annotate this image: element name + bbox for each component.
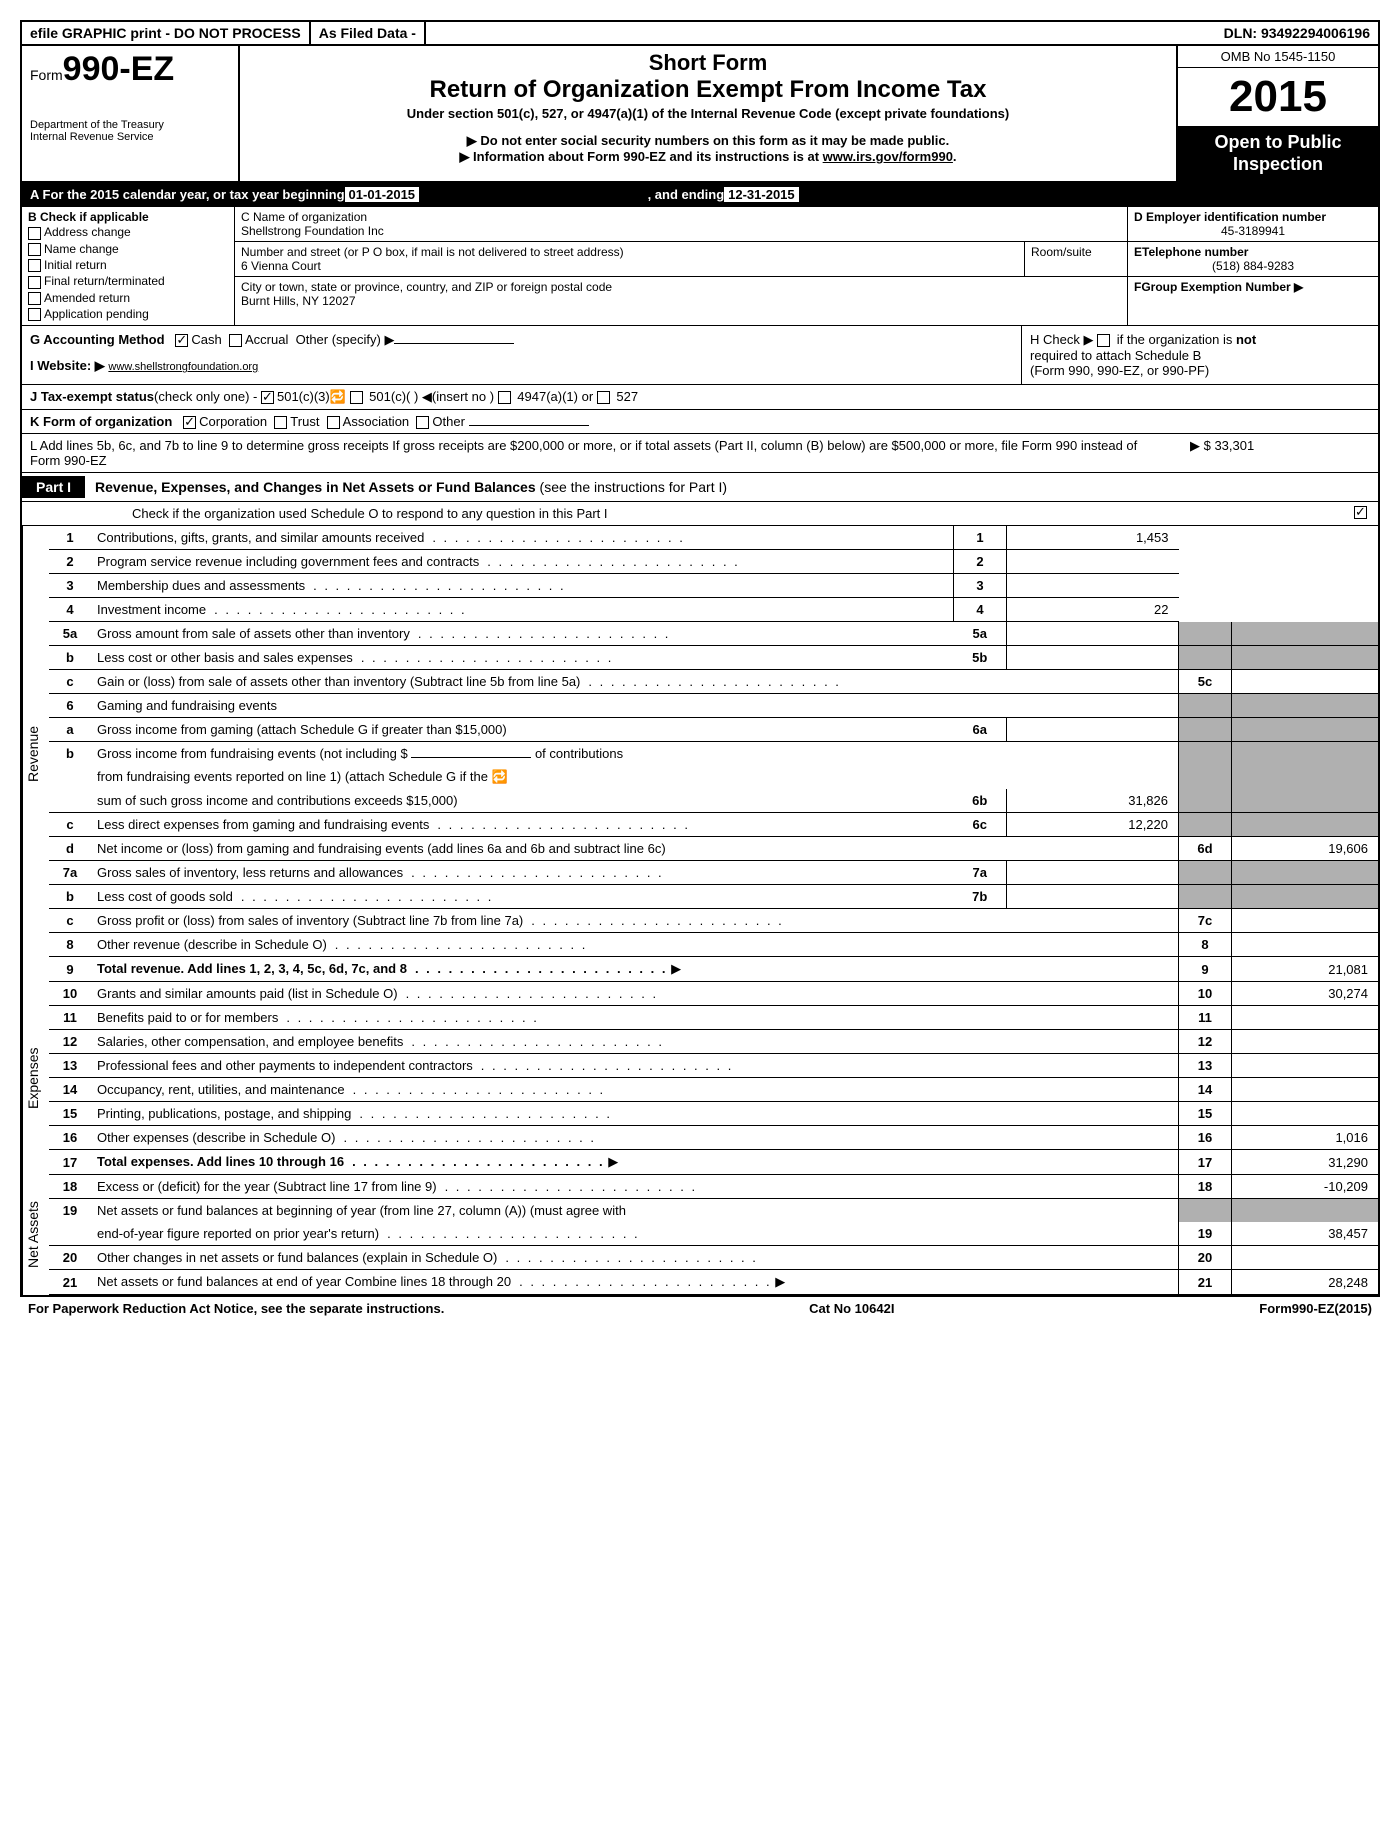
cb-initial-return[interactable] — [28, 259, 41, 272]
open-to-public: Open to Public Inspection — [1178, 126, 1378, 181]
line-18-val: -10,209 — [1232, 1175, 1379, 1199]
expenses-table: 10Grants and similar amounts paid (list … — [49, 982, 1378, 1175]
section-l: L Add lines 5b, 6c, and 7b to line 9 to … — [22, 434, 1378, 473]
net-assets-section: Net Assets 18Excess or (deficit) for the… — [22, 1175, 1378, 1295]
line-10-val: 30,274 — [1232, 982, 1379, 1006]
efile-notice: efile GRAPHIC print - DO NOT PROCESS — [22, 22, 311, 44]
line-16-val: 1,016 — [1232, 1126, 1379, 1150]
ein: 45-3189941 — [1134, 224, 1372, 238]
part-i-check: Check if the organization used Schedule … — [22, 502, 1378, 526]
section-j: J Tax-exempt status(check only one) - 50… — [22, 385, 1378, 410]
expenses-label: Expenses — [22, 982, 49, 1175]
revenue-table: 1Contributions, gifts, grants, and simil… — [49, 526, 1378, 982]
cb-cash[interactable] — [175, 334, 188, 347]
website[interactable]: www.shellstrongfoundation.org — [108, 361, 258, 373]
group-exemption: FGroup Exemption Number ▶ — [1134, 280, 1372, 294]
department: Department of the Treasury Internal Reve… — [30, 119, 230, 143]
section-c: C Name of organization Shellstrong Found… — [235, 207, 1127, 325]
cb-final-return[interactable] — [28, 276, 41, 289]
cb-527[interactable] — [597, 391, 610, 404]
org-address: 6 Vienna Court — [241, 259, 1018, 273]
section-bcdef: B Check if applicable Address change Nam… — [22, 207, 1378, 326]
line-6d-val: 19,606 — [1232, 837, 1379, 861]
net-assets-table: 18Excess or (deficit) for the year (Subt… — [49, 1175, 1378, 1295]
room-suite: Room/suite — [1024, 242, 1127, 276]
line-9-val: 21,081 — [1232, 957, 1379, 982]
line-6b-val: 31,826 — [1007, 789, 1179, 813]
note-info: ▶ Information about Form 990-EZ and its … — [248, 149, 1168, 165]
cb-amended[interactable] — [28, 292, 41, 305]
as-filed: As Filed Data - — [311, 22, 426, 44]
line-19-val: 38,457 — [1232, 1222, 1379, 1246]
form-title-2: Return of Organization Exempt From Incom… — [248, 76, 1168, 104]
net-assets-label: Net Assets — [22, 1175, 49, 1295]
dln: DLN: 93492294006196 — [1216, 22, 1378, 44]
form-number: Form990-EZ — [30, 50, 230, 89]
tax-year: 2015 — [1178, 68, 1378, 126]
form-subtitle: Under section 501(c), 527, or 4947(a)(1)… — [248, 106, 1168, 121]
part-i-header: Part I Revenue, Expenses, and Changes in… — [22, 473, 1378, 502]
omb-number: OMB No 1545-1150 — [1178, 46, 1378, 68]
form-header: Form990-EZ Department of the Treasury In… — [22, 46, 1378, 183]
cb-trust[interactable] — [274, 416, 287, 429]
note-ssn: ▶ Do not enter social security numbers o… — [248, 133, 1168, 149]
cb-schedule-o[interactable] — [1354, 506, 1367, 519]
section-gh: G Accounting Method Cash Accrual Other (… — [22, 326, 1378, 385]
cb-pending[interactable] — [28, 308, 41, 321]
cb-501c[interactable] — [350, 391, 363, 404]
section-a-row: A For the 2015 calendar year, or tax yea… — [22, 183, 1378, 207]
section-h: H Check ▶ if the organization is not req… — [1021, 326, 1378, 384]
cb-other[interactable] — [416, 416, 429, 429]
expenses-section: Expenses 10Grants and similar amounts pa… — [22, 982, 1378, 1175]
cb-501c3[interactable] — [261, 391, 274, 404]
line-4-val: 22 — [1007, 598, 1179, 622]
revenue-section: Revenue 1Contributions, gifts, grants, a… — [22, 526, 1378, 982]
section-def: D Employer identification number 45-3189… — [1127, 207, 1378, 325]
line-17-val: 31,290 — [1232, 1150, 1379, 1175]
line-21-val: 28,248 — [1232, 1270, 1379, 1295]
form-title-1: Short Form — [248, 50, 1168, 76]
section-k: K Form of organization Corporation Trust… — [22, 410, 1378, 434]
cat-no: Cat No 10642I — [809, 1301, 894, 1316]
top-bar: efile GRAPHIC print - DO NOT PROCESS As … — [22, 22, 1378, 46]
year-end: 12-31-2015 — [724, 187, 799, 202]
cb-4947[interactable] — [498, 391, 511, 404]
revenue-label: Revenue — [22, 526, 49, 982]
line-1-val: 1,453 — [1007, 526, 1179, 550]
cb-assoc[interactable] — [327, 416, 340, 429]
phone: (518) 884-9283 — [1134, 259, 1372, 273]
cb-address-change[interactable] — [28, 227, 41, 240]
org-city: Burnt Hills, NY 12027 — [241, 294, 1121, 308]
cb-schedule-b[interactable] — [1097, 334, 1110, 347]
section-b: B Check if applicable Address change Nam… — [22, 207, 235, 325]
line-6c-val: 12,220 — [1007, 813, 1179, 837]
gross-receipts: ▶ $ 33,301 — [1170, 438, 1370, 468]
cb-name-change[interactable] — [28, 243, 41, 256]
cb-corp[interactable] — [183, 416, 196, 429]
org-name: Shellstrong Foundation Inc — [241, 224, 1121, 238]
form-990ez: efile GRAPHIC print - DO NOT PROCESS As … — [20, 20, 1380, 1297]
year-begin: 01-01-2015 — [345, 187, 420, 202]
cb-accrual[interactable] — [229, 334, 242, 347]
page-footer: For Paperwork Reduction Act Notice, see … — [20, 1297, 1380, 1320]
